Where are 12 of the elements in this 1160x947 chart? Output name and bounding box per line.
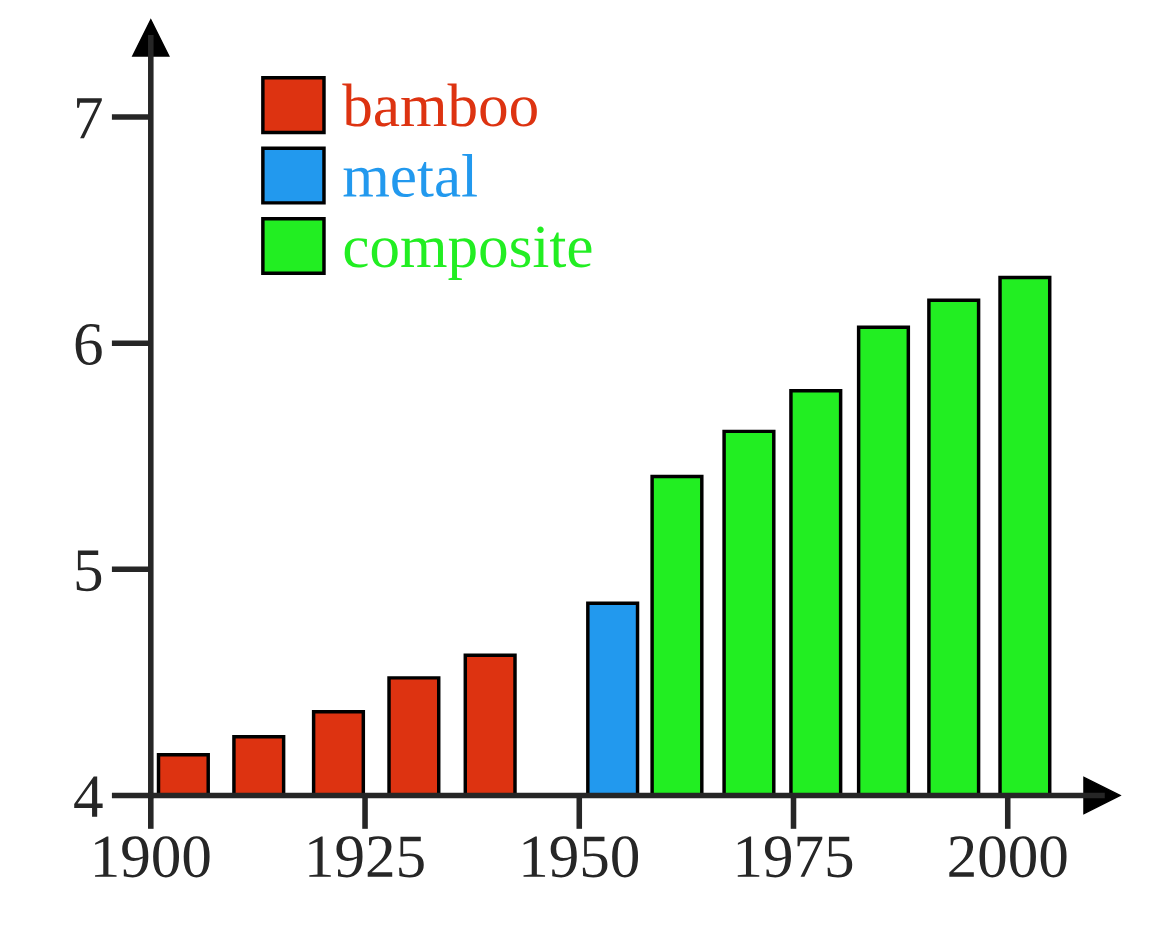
x-tick-label: 1925 <box>309 836 424 878</box>
x-tick-label: 1975 <box>737 836 853 878</box>
x-tick-label: 1950 <box>523 836 639 878</box>
y-tick-label: 6 <box>75 323 102 365</box>
x-tick-label: 1900 <box>95 836 210 878</box>
legend-label: metal <box>343 154 477 198</box>
y-tick-label: 7 <box>77 98 102 139</box>
legend-label: bamboo <box>342 83 537 127</box>
y-tick-label: 5 <box>76 550 102 592</box>
x-tick-label: 2000 <box>949 836 1067 878</box>
legend-label: composite <box>344 226 592 280</box>
y-tick-label: 4 <box>74 776 103 817</box>
